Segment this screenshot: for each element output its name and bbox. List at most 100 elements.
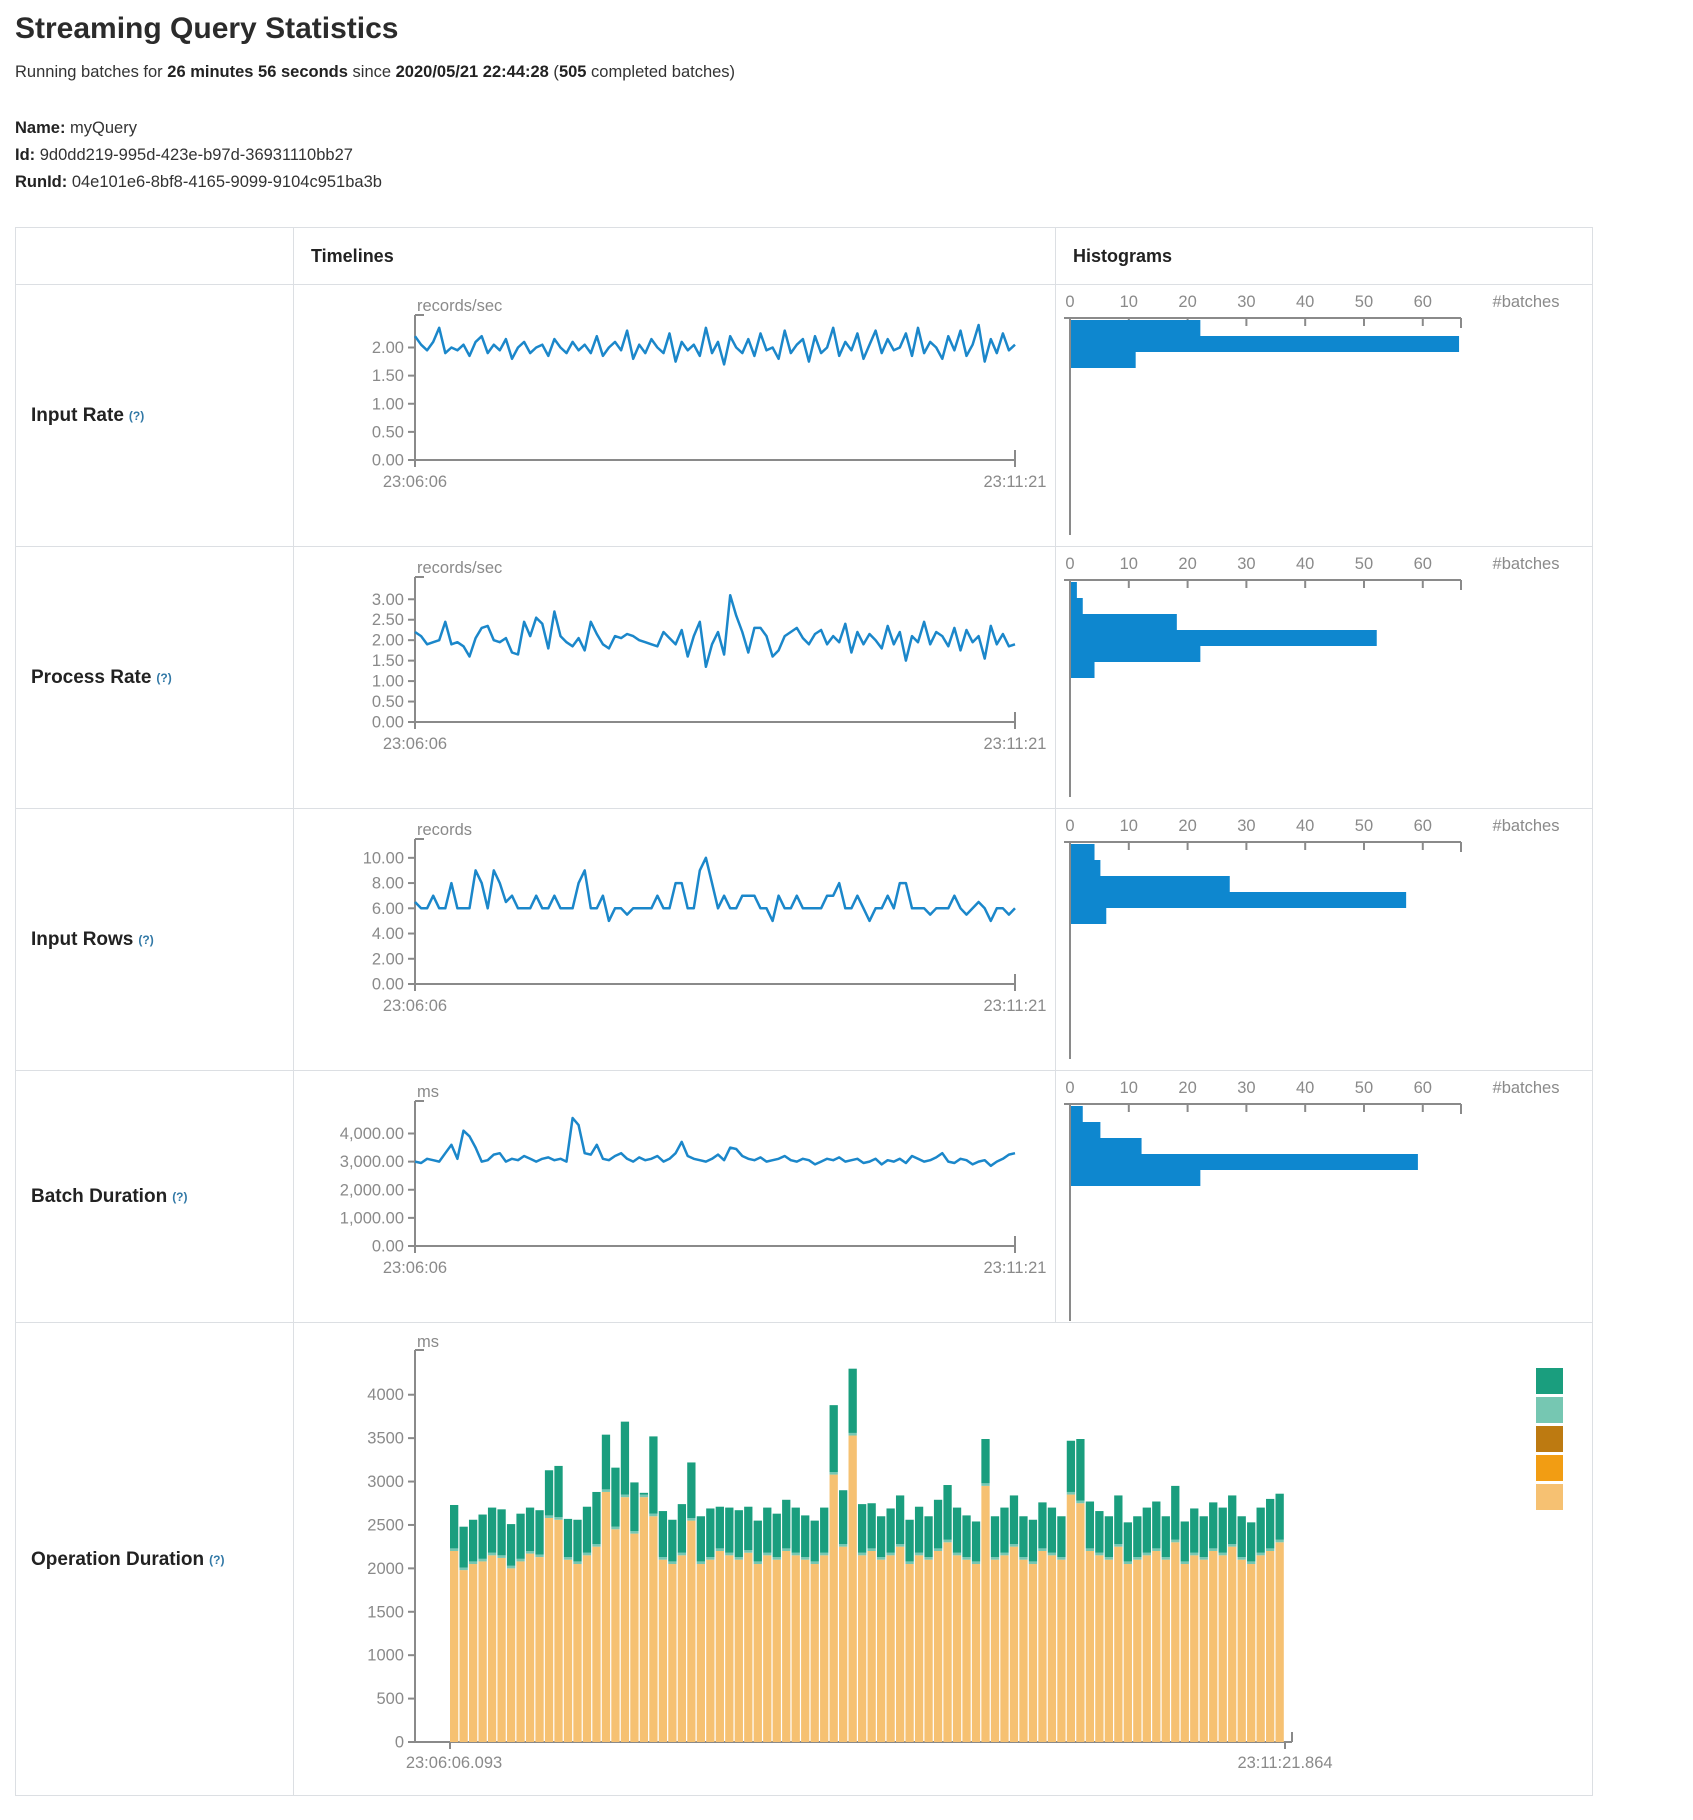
svg-text:10: 10	[1120, 293, 1138, 311]
svg-text:50: 50	[1355, 293, 1373, 311]
svg-text:0: 0	[1065, 817, 1074, 835]
svg-text:0: 0	[1065, 555, 1074, 573]
input-rate-histogram-chart: 0 10 20 30 40 50 60 #batches	[1064, 293, 1559, 535]
svg-text:3500: 3500	[367, 1430, 404, 1448]
svg-text:ms: ms	[417, 1083, 439, 1101]
svg-text:2,000.00: 2,000.00	[340, 1181, 404, 1199]
svg-text:23:06:06.093: 23:06:06.093	[406, 1754, 502, 1772]
svg-text:1.50: 1.50	[372, 652, 404, 670]
svg-text:3.00: 3.00	[372, 591, 404, 609]
legend-swatch-0	[1536, 1368, 1563, 1394]
svg-text:60: 60	[1414, 1079, 1432, 1097]
process-rate-timeline-chart: records/sec 0.00 0.50 1.00 1.50 2.00 2.50 3.00 2…	[372, 559, 1047, 753]
svg-text:40: 40	[1296, 817, 1314, 835]
svg-text:23:06:06: 23:06:06	[383, 473, 447, 491]
process-rate-histogram-cell: 0 10 20 30 40 50 60 #batches	[1055, 546, 1593, 808]
input-rate-timeline-cell: records/sec 0.00 0.50 1.00 1.50 2.00 23:06:06 2…	[293, 284, 1055, 546]
svg-text:#batches: #batches	[1493, 555, 1560, 573]
process-rate-histogram-chart: 0 10 20 30 40 50 60 #batches	[1064, 555, 1560, 797]
svg-text:2.00: 2.00	[372, 950, 404, 968]
svg-text:20: 20	[1178, 817, 1196, 835]
svg-text:2.00: 2.00	[372, 632, 404, 650]
svg-text:10: 10	[1120, 1079, 1138, 1097]
svg-text:30: 30	[1237, 293, 1255, 311]
svg-text:23:06:06: 23:06:06	[383, 997, 447, 1015]
svg-text:3000: 3000	[367, 1473, 404, 1491]
svg-text:20: 20	[1178, 1079, 1196, 1097]
svg-text:1,000.00: 1,000.00	[340, 1209, 404, 1227]
legend-swatch-4	[1536, 1484, 1563, 1510]
input-rows-timeline-cell: records 0.00 2.00 4.00 6.00 8.00 10.00 23:06:06…	[293, 808, 1055, 1070]
svg-text:50: 50	[1355, 1079, 1373, 1097]
batch-duration-help-icon[interactable]: (?)	[172, 1189, 188, 1204]
svg-text:23:11:21: 23:11:21	[983, 1259, 1046, 1277]
svg-text:2.50: 2.50	[372, 611, 404, 629]
input-rate-histogram-cell: 0 10 20 30 40 50 60 #batches	[1055, 284, 1593, 546]
input-rows-help-icon[interactable]: (?)	[138, 932, 154, 947]
svg-text:6.00: 6.00	[372, 900, 404, 918]
svg-text:20: 20	[1178, 555, 1196, 573]
svg-text:10: 10	[1120, 555, 1138, 573]
process-rate-timeline-cell: records/sec 0.00 0.50 1.00 1.50 2.00 2.50 3.00 2…	[293, 546, 1055, 808]
query-name: Name: myQuery	[15, 119, 137, 137]
svg-text:23:06:06: 23:06:06	[383, 735, 447, 753]
header-histograms: Histograms	[1055, 228, 1593, 284]
svg-text:records/sec: records/sec	[417, 559, 502, 577]
svg-text:0.50: 0.50	[372, 423, 404, 441]
svg-text:60: 60	[1414, 555, 1432, 573]
statistics-table: Timelines Histograms Input Rate (?) recor…	[15, 227, 1593, 1796]
batch-duration-histogram-cell: 0 10 20 30 40 50 60 #batches	[1055, 1070, 1593, 1322]
row-label-input-rows: Input Rows (?)	[16, 808, 293, 1070]
svg-text:0.00: 0.00	[372, 976, 404, 994]
svg-text:1.00: 1.00	[372, 673, 404, 691]
svg-text:#batches: #batches	[1493, 1079, 1560, 1097]
svg-text:0.00: 0.00	[372, 1238, 404, 1256]
svg-text:50: 50	[1355, 555, 1373, 573]
row-label-batch-duration: Batch Duration (?)	[16, 1070, 293, 1322]
svg-text:40: 40	[1296, 1079, 1314, 1097]
header-timelines: Timelines	[293, 228, 1055, 284]
svg-text:1000: 1000	[367, 1647, 404, 1665]
batch-duration-timeline-chart: ms 0.00 1,000.00 2,000.00 3,000.00 4,000.00 23…	[340, 1083, 1047, 1277]
legend-swatch-3	[1536, 1455, 1563, 1481]
svg-text:23:11:21: 23:11:21	[983, 997, 1046, 1015]
header-empty	[16, 228, 293, 284]
svg-text:60: 60	[1414, 293, 1432, 311]
input-rate-help-icon[interactable]: (?)	[128, 408, 145, 423]
legend-swatch-1	[1536, 1397, 1563, 1423]
process-rate-help-icon[interactable]: (?)	[156, 670, 172, 685]
svg-text:ms: ms	[417, 1333, 439, 1351]
svg-text:#batches: #batches	[1493, 817, 1560, 835]
svg-text:23:11:21: 23:11:21	[983, 473, 1046, 491]
svg-text:30: 30	[1237, 1079, 1255, 1097]
input-rows-histogram-cell: 0 10 20 30 40 50 60 #batches	[1055, 808, 1593, 1070]
operation-duration-help-icon[interactable]: (?)	[209, 1552, 225, 1567]
svg-text:60: 60	[1414, 817, 1432, 835]
input-rows-histogram-chart: 0 10 20 30 40 50 60 #batches	[1064, 817, 1560, 1059]
svg-text:records: records	[417, 821, 472, 839]
svg-text:1.00: 1.00	[372, 395, 404, 413]
svg-text:8.00: 8.00	[372, 875, 404, 893]
svg-text:3,000.00: 3,000.00	[340, 1153, 404, 1171]
svg-text:23:11:21.864: 23:11:21.864	[1237, 1754, 1332, 1772]
svg-text:20: 20	[1178, 293, 1196, 311]
svg-text:40: 40	[1296, 555, 1314, 573]
svg-text:23:11:21: 23:11:21	[983, 735, 1046, 753]
svg-text:2500: 2500	[367, 1516, 404, 1534]
running-batches-summary: Running batches for 26 minutes 56 second…	[15, 63, 736, 81]
svg-text:4.00: 4.00	[372, 925, 404, 943]
svg-text:30: 30	[1237, 817, 1255, 835]
svg-text:1.50: 1.50	[372, 367, 404, 385]
svg-text:2.00: 2.00	[372, 339, 404, 357]
query-run-id: RunId: 04e101e6-8bf8-4165-9099-9104c951b…	[15, 173, 382, 191]
svg-text:2000: 2000	[367, 1560, 404, 1578]
operation-duration-stacked-chart: ms 0 500 1000 1500 2000 2500 3000 3500 4000 23:06:…	[367, 1333, 1563, 1772]
svg-text:50: 50	[1355, 817, 1373, 835]
svg-text:records/sec: records/sec	[417, 297, 502, 315]
row-label-operation-duration: Operation Duration (?)	[16, 1322, 293, 1796]
svg-text:0: 0	[1065, 293, 1074, 311]
query-id: Id: 9d0dd219-995d-423e-b97d-36931110bb27	[15, 146, 353, 164]
row-label-process-rate: Process Rate (?)	[16, 546, 293, 808]
batch-duration-timeline-cell: ms 0.00 1,000.00 2,000.00 3,000.00 4,000.00 23…	[293, 1070, 1055, 1322]
svg-text:1500: 1500	[367, 1603, 404, 1621]
